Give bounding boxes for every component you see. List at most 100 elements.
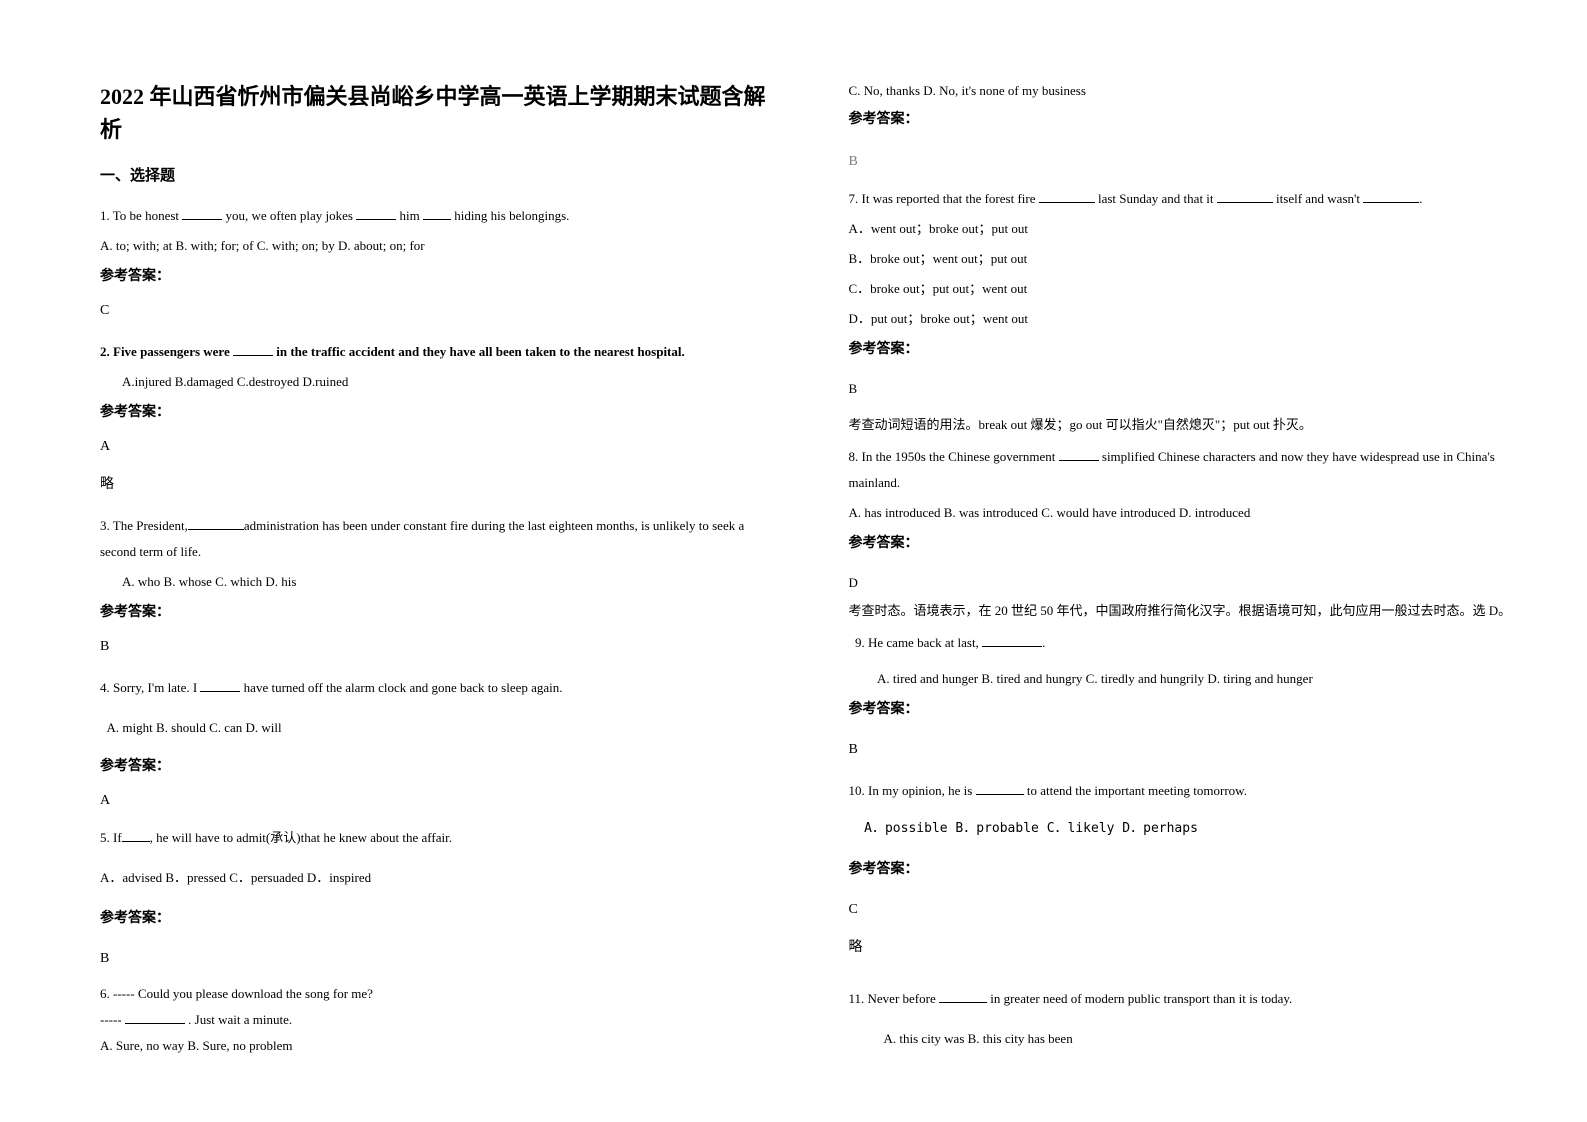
question-6-line1: 6. ----- Could you please download the s… [100, 983, 779, 1005]
q5-text-2: , he will have to admit(承认)that he knew … [150, 830, 452, 845]
question-7-answer: B [849, 376, 1528, 402]
question-7-stem: 7. It was reported that the forest fire … [849, 186, 1528, 212]
answer-label: 参考答案： [100, 905, 779, 933]
question-2-options: A.injured B.damaged C.destroyed D.ruined [100, 369, 779, 395]
question-2-stem: 2. Five passengers were in the traffic a… [100, 339, 779, 365]
question-10-options: A．possible B．probable C．likely D．perhaps [849, 816, 1528, 842]
question-5-options: A．advised B．pressed C．persuaded D．inspir… [100, 865, 779, 891]
q2-text-1: 2. Five passengers were [100, 344, 233, 359]
question-6-line2: ----- . Just wait a minute. [100, 1009, 779, 1031]
q3-text-1: 3. The President, [100, 518, 188, 533]
blank [188, 529, 244, 530]
question-1-stem: 1. To be honest you, we often play jokes… [100, 203, 779, 229]
question-2-omit: 略 [100, 471, 779, 499]
answer-label: 参考答案： [849, 856, 1528, 884]
q8-text-1: 8. In the 1950s the Chinese government [849, 449, 1059, 464]
blank [423, 219, 451, 220]
spacer [100, 855, 779, 865]
question-9-answer: B [849, 736, 1528, 764]
question-9-options: A. tired and hunger B. tired and hungry … [849, 666, 1528, 692]
question-1-options: A. to; with; at B. with; for; of C. with… [100, 233, 779, 259]
question-7-explanation: 考查动词短语的用法。break out 爆发；go out 可以指火"自然熄灭"… [849, 412, 1528, 438]
question-7-option-d: D．put out；broke out；went out [849, 306, 1528, 332]
q7-text-4: . [1419, 191, 1422, 206]
answer-label: 参考答案： [100, 599, 779, 627]
spacer [849, 808, 1528, 816]
question-10-stem: 10. In my opinion, he is to attend the i… [849, 778, 1528, 804]
q5-text-1: 5. If [100, 830, 122, 845]
question-11-stem: 11. Never before in greater need of mode… [849, 986, 1528, 1012]
question-3-stem: 3. The President,administration has been… [100, 513, 779, 565]
question-4-answer: A [100, 787, 779, 815]
q1-text-4: hiding his belongings. [451, 208, 569, 223]
q10-text-1: 10. In my opinion, he is [849, 783, 976, 798]
blank [1363, 202, 1419, 203]
q10-options-text: A．possible B．probable C．likely D．perhaps [864, 821, 1198, 836]
right-column: C. No, thanks D. No, it's none of my bus… [814, 80, 1528, 1082]
answer-label: 参考答案： [849, 336, 1528, 364]
question-4-options: A. might B. should C. can D. will [100, 715, 779, 741]
question-5-stem: 5. If , he will have to admit(承认)that he … [100, 825, 779, 851]
spacer [100, 895, 779, 905]
q4-text-1: 4. Sorry, I'm late. I [100, 680, 200, 695]
blank [939, 1002, 987, 1003]
question-7-option-a: A．went out；broke out；put out [849, 216, 1528, 242]
question-10-answer: C [849, 896, 1528, 924]
blank [122, 841, 150, 842]
q6-text-2: . Just wait a minute. [185, 1012, 292, 1027]
answer-label: 参考答案： [849, 530, 1528, 558]
blank [182, 219, 222, 220]
question-10-omit: 略 [849, 934, 1528, 962]
blank [356, 219, 396, 220]
question-6-answer: B [849, 148, 1528, 176]
answer-label: 参考答案： [100, 263, 779, 291]
spacer [849, 976, 1528, 986]
answer-label: 参考答案： [100, 753, 779, 781]
blank [1039, 202, 1095, 203]
question-3-options: A. who B. whose C. which D. his [100, 569, 779, 595]
question-9-stem: 9. He came back at last, . [849, 630, 1528, 656]
spacer [849, 846, 1528, 856]
question-6-options-2: C. No, thanks D. No, it's none of my bus… [849, 80, 1528, 102]
blank [200, 691, 240, 692]
q9-text-2: . [1042, 635, 1045, 650]
left-column: 2022 年山西省忻州市偏关县尚峪乡中学高一英语上学期期末试题含解析 一、选择题… [100, 80, 814, 1082]
blank [1217, 202, 1273, 203]
question-8-stem: 8. In the 1950s the Chinese government s… [849, 444, 1528, 496]
question-11-options: A. this city was B. this city has been [849, 1026, 1528, 1052]
question-6-options-1: A. Sure, no way B. Sure, no problem [100, 1035, 779, 1057]
q3-text-2: administration has been under constant f… [100, 518, 744, 559]
question-8-answer: D [849, 570, 1528, 596]
q1-text-1: 1. To be honest [100, 208, 182, 223]
question-5-answer: B [100, 945, 779, 973]
question-3-answer: B [100, 633, 779, 661]
answer-label: 参考答案： [100, 399, 779, 427]
section-heading: 一、选择题 [100, 164, 779, 185]
question-7-option-b: B．broke out；went out；put out [849, 246, 1528, 272]
q1-text-2: you, we often play jokes [222, 208, 356, 223]
question-1-answer: C [100, 297, 779, 325]
spacer [849, 140, 1528, 148]
spacer [100, 745, 779, 753]
spacer [100, 705, 779, 715]
q4-text-2: have turned off the alarm clock and gone… [240, 680, 562, 695]
blank [976, 794, 1024, 795]
q11-text-2: in greater need of modern public transpo… [987, 991, 1292, 1006]
q6-text-1: ----- [100, 1012, 125, 1027]
q11-text-1: 11. Never before [849, 991, 939, 1006]
blank [125, 1023, 185, 1024]
question-4-stem: 4. Sorry, I'm late. I have turned off th… [100, 675, 779, 701]
blank [982, 646, 1042, 647]
q7-text-3: itself and wasn't [1273, 191, 1363, 206]
q11-options-text: A. this city was B. this city has been [884, 1031, 1073, 1046]
q4-options-text: A. might B. should C. can D. will [107, 720, 282, 735]
q7-text-1: 7. It was reported that the forest fire [849, 191, 1039, 206]
answer-label: 参考答案： [849, 106, 1528, 134]
question-8-options: A. has introduced B. was introduced C. w… [849, 500, 1528, 526]
answer-label: 参考答案： [849, 696, 1528, 724]
q1-text-3: him [396, 208, 423, 223]
question-2-answer: A [100, 433, 779, 461]
q9-options-text: A. tired and hunger B. tired and hungry … [877, 671, 1313, 686]
q10-text-2: to attend the important meeting tomorrow… [1024, 783, 1247, 798]
q2-text-2: in the traffic accident and they have al… [273, 344, 685, 359]
